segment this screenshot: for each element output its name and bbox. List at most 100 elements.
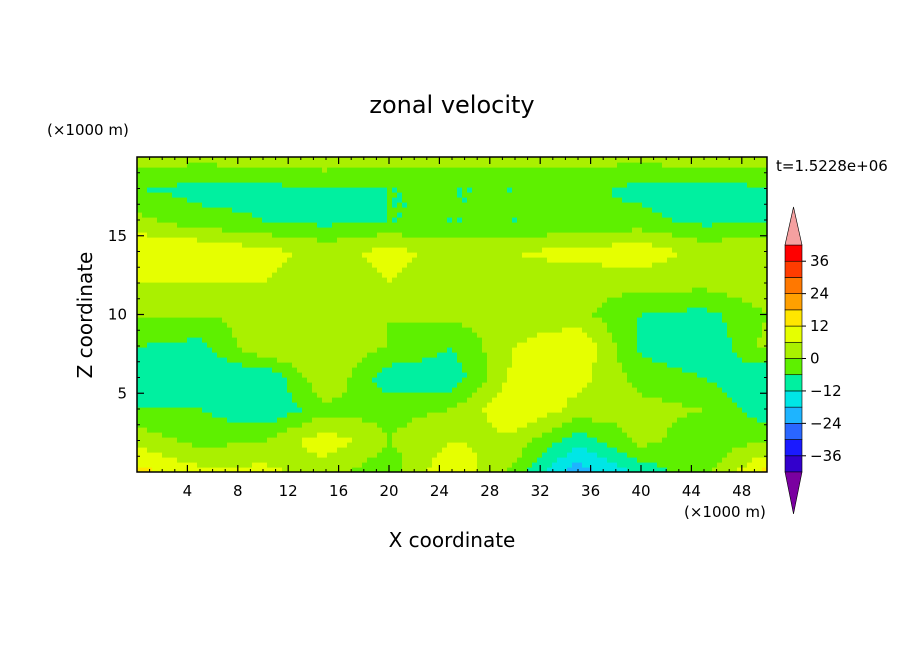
field-cell xyxy=(142,177,148,183)
field-cell xyxy=(337,182,343,188)
field-cell xyxy=(512,342,518,348)
field-cell xyxy=(182,252,188,258)
field-cell xyxy=(187,327,193,333)
field-cell xyxy=(157,392,163,398)
field-cell xyxy=(517,357,523,363)
field-cell xyxy=(247,207,253,213)
field-cell xyxy=(442,187,448,193)
field-cell xyxy=(187,212,193,218)
field-cell xyxy=(372,242,378,248)
field-cell xyxy=(202,167,208,173)
field-cell xyxy=(272,282,278,288)
field-cell xyxy=(202,297,208,303)
field-cell xyxy=(497,292,503,298)
field-cell xyxy=(517,372,523,378)
field-cell xyxy=(452,387,458,393)
field-cell xyxy=(337,282,343,288)
field-cell xyxy=(297,327,303,333)
field-cell xyxy=(442,282,448,288)
field-cell xyxy=(377,177,383,183)
field-cell xyxy=(462,227,468,233)
field-cell xyxy=(497,202,503,208)
field-cell xyxy=(312,372,318,378)
field-cell xyxy=(182,432,188,438)
field-cell xyxy=(447,347,453,353)
field-cell xyxy=(292,327,298,333)
field-cell xyxy=(277,207,283,213)
field-cell xyxy=(527,352,533,358)
field-cell xyxy=(497,192,503,198)
field-cell xyxy=(427,277,433,283)
field-cell xyxy=(402,417,408,423)
field-cell xyxy=(177,462,183,468)
field-cell xyxy=(207,212,213,218)
field-cell xyxy=(472,422,478,428)
field-cell xyxy=(352,312,358,318)
field-cell xyxy=(192,372,198,378)
field-cell xyxy=(377,287,383,293)
field-cell xyxy=(442,347,448,353)
field-cell xyxy=(422,392,428,398)
field-cell xyxy=(317,272,323,278)
field-cell xyxy=(407,287,413,293)
field-cell xyxy=(452,287,458,293)
field-cell xyxy=(272,177,278,183)
field-cell xyxy=(387,392,393,398)
field-cell xyxy=(357,197,363,203)
field-cell xyxy=(507,462,513,468)
field-cell xyxy=(242,382,248,388)
field-cell xyxy=(492,162,498,168)
field-cell xyxy=(487,297,493,303)
field-cell xyxy=(242,267,248,273)
field-cell xyxy=(342,302,348,308)
field-cell xyxy=(332,372,338,378)
field-cell xyxy=(422,397,428,403)
field-cell xyxy=(457,217,463,223)
field-cell xyxy=(457,257,463,263)
field-cell xyxy=(327,442,333,448)
field-cell xyxy=(502,392,508,398)
field-cell xyxy=(147,252,153,258)
field-cell xyxy=(372,292,378,298)
field-cell xyxy=(382,352,388,358)
field-cell xyxy=(322,237,328,243)
field-cell xyxy=(277,277,283,283)
field-cell xyxy=(277,352,283,358)
field-cell xyxy=(372,227,378,233)
field-cell xyxy=(287,327,293,333)
field-cell xyxy=(207,282,213,288)
field-cell xyxy=(507,322,513,328)
field-cell xyxy=(142,437,148,443)
field-cell xyxy=(437,372,443,378)
field-cell xyxy=(297,247,303,253)
field-cell xyxy=(287,457,293,463)
field-cell xyxy=(167,342,173,348)
field-cell xyxy=(332,422,338,428)
field-cell xyxy=(232,242,238,248)
field-cell xyxy=(437,347,443,353)
field-cell xyxy=(412,217,418,223)
field-cell xyxy=(292,352,298,358)
field-cell xyxy=(372,237,378,243)
field-cell xyxy=(372,467,378,472)
field-cell xyxy=(467,432,473,438)
field-cell xyxy=(442,202,448,208)
field-cell xyxy=(417,227,423,233)
field-cell xyxy=(412,282,418,288)
field-cell xyxy=(142,182,148,188)
field-cell xyxy=(237,432,243,438)
field-cell xyxy=(157,352,163,358)
field-cell xyxy=(277,182,283,188)
field-cell xyxy=(222,182,228,188)
field-cell xyxy=(522,457,528,463)
field-cell xyxy=(337,167,343,173)
field-cell xyxy=(257,287,263,293)
field-cell xyxy=(442,377,448,383)
field-cell xyxy=(257,307,263,313)
field-cell xyxy=(267,462,273,468)
field-cell xyxy=(432,267,438,273)
field-cell xyxy=(437,222,443,228)
field-cell xyxy=(452,292,458,298)
field-cell xyxy=(287,412,293,418)
